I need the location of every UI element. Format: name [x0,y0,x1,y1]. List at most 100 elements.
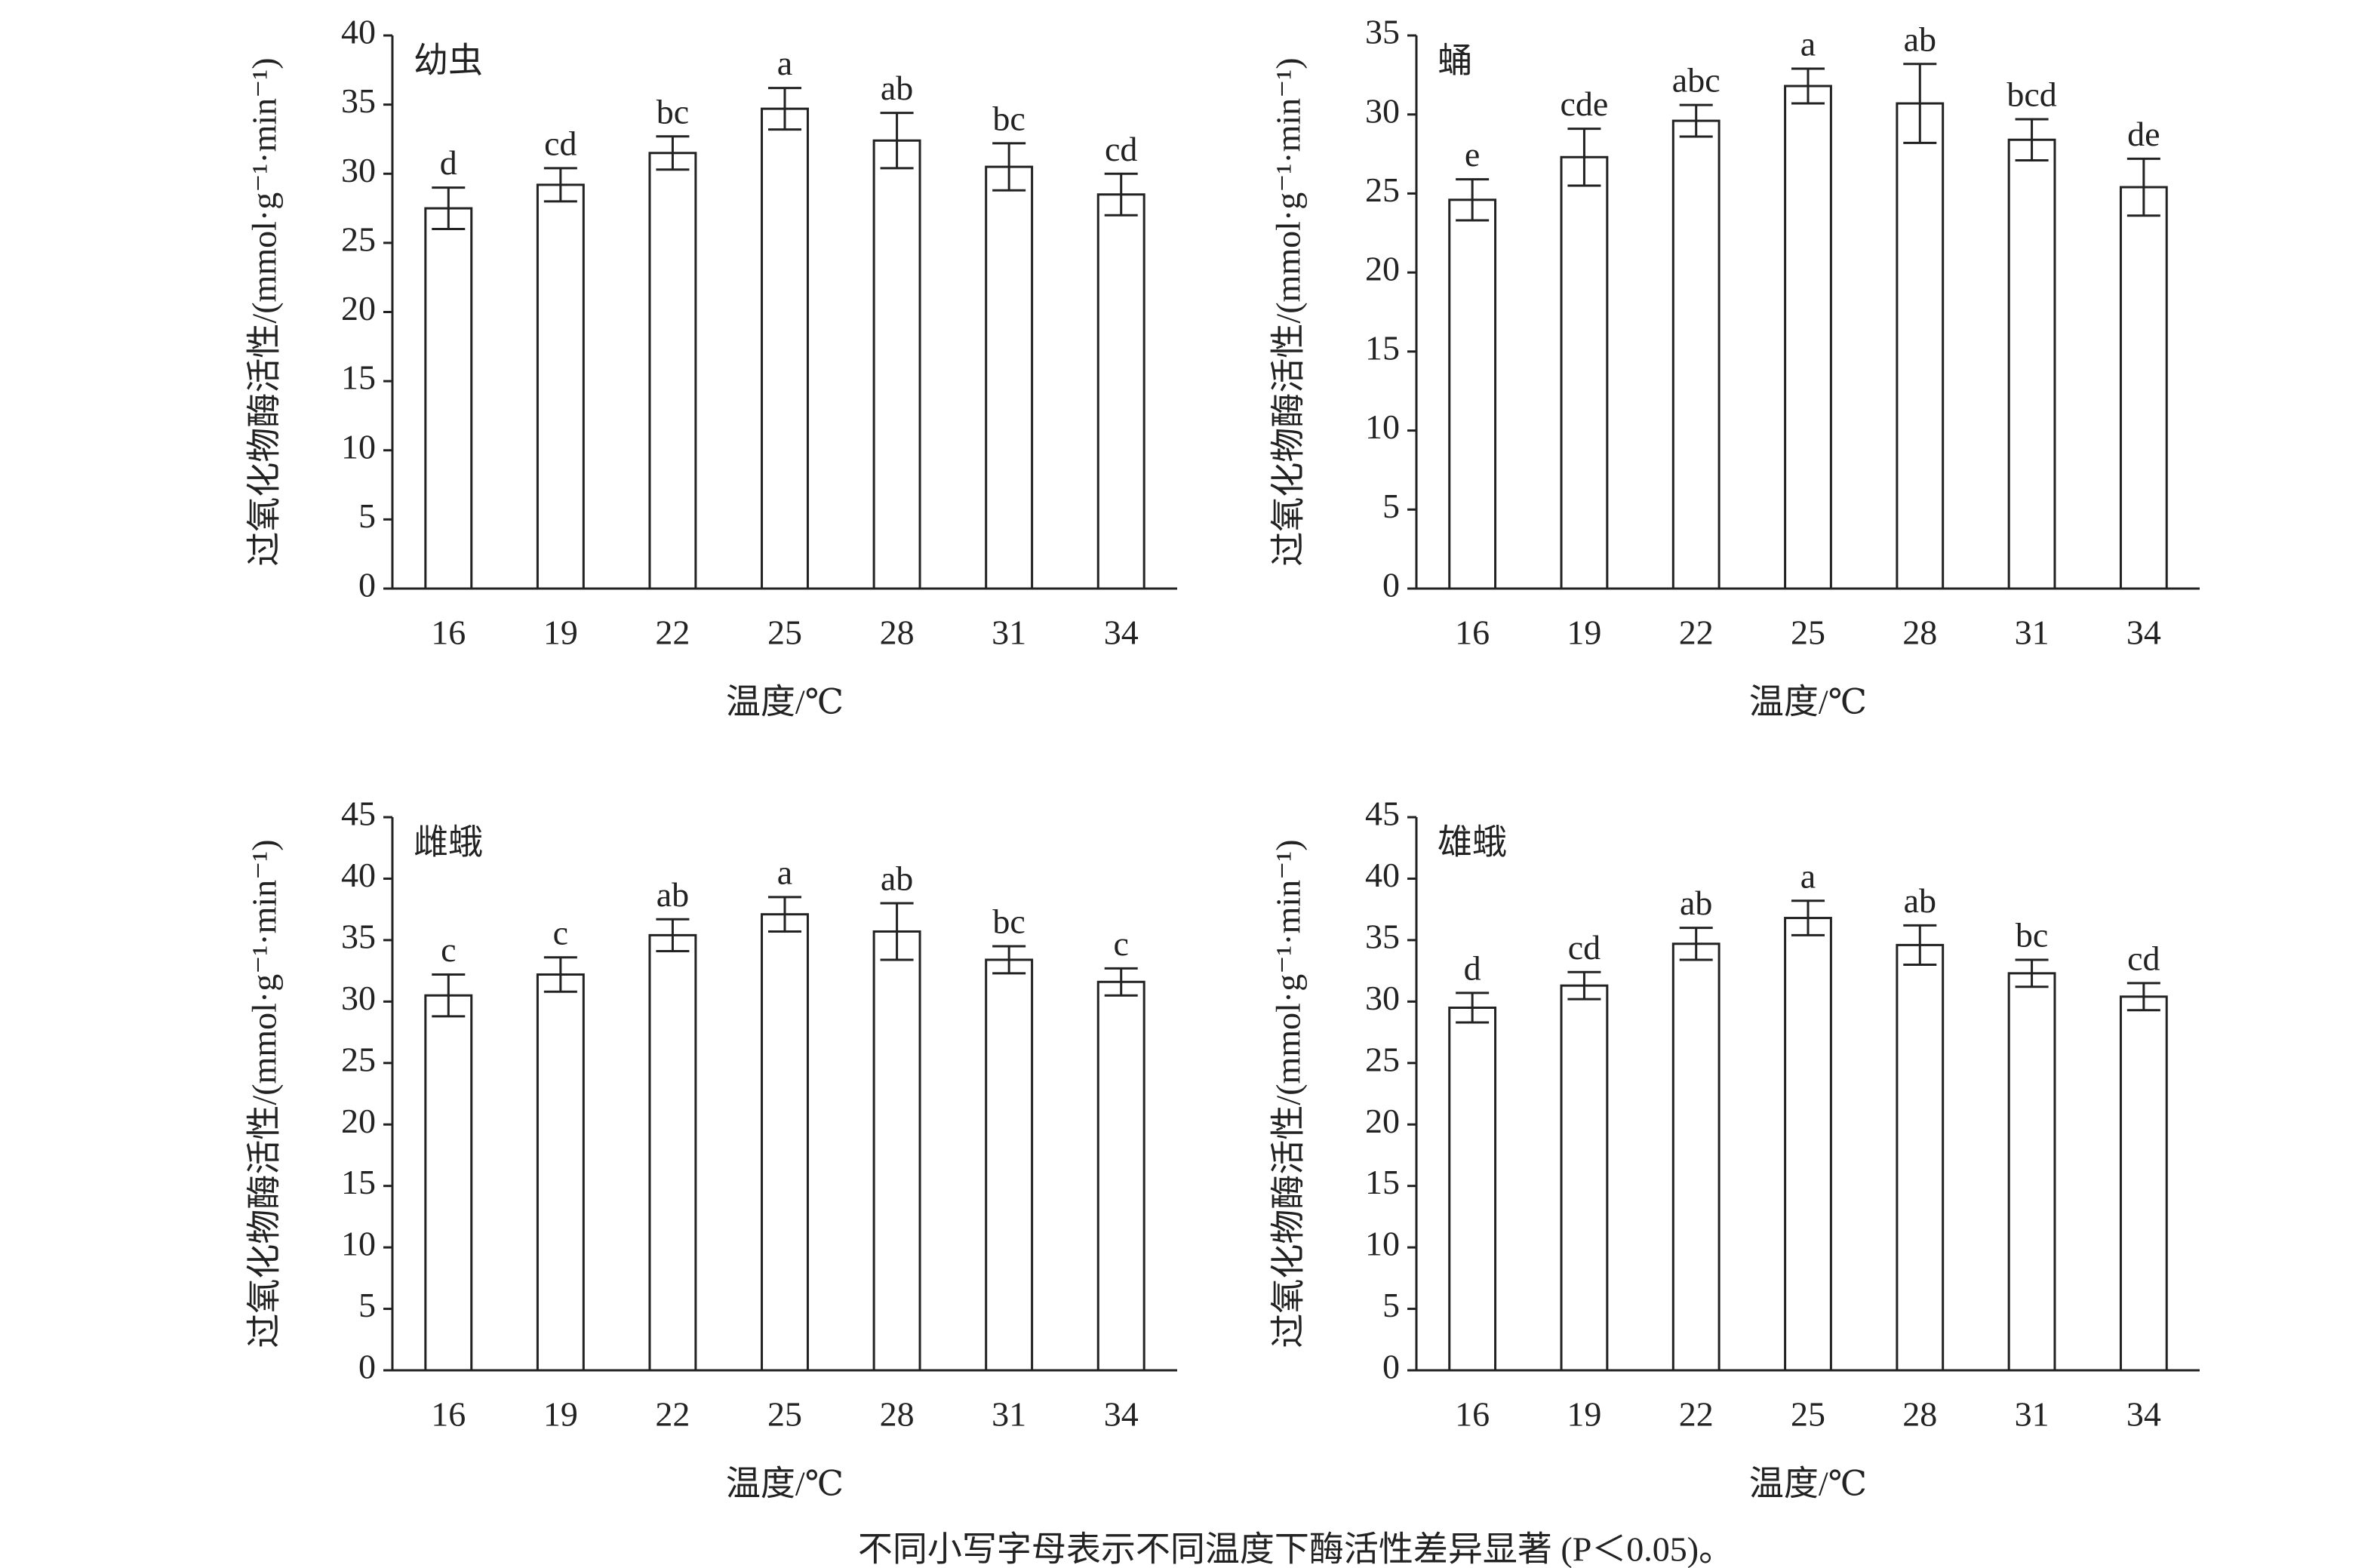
significance-letter: cde [1561,85,1609,123]
significance-letter: ab [881,69,913,107]
y-tick-label: 20 [1365,1102,1400,1140]
x-tick-label: 16 [1455,613,1490,652]
panel-label: 蛹 [1438,42,1472,80]
y-tick-label: 35 [1365,917,1400,955]
significance-letter: ab [1680,884,1712,922]
bar [761,107,809,590]
significance-letter: cd [544,124,577,162]
significance-letter: cd [1568,928,1601,967]
x-tick-label: 31 [992,613,1026,652]
significance-letter: a [777,853,792,891]
error-bar [880,112,914,170]
significance-letter: a [1800,25,1816,63]
y-tick-label: 15 [341,358,376,397]
bar [1896,943,1945,1372]
bar [1560,984,1609,1372]
significance-letter: abc [1672,61,1720,100]
x-tick-label: 22 [1679,1395,1714,1434]
error-bar [2015,958,2049,988]
x-tick-label: 19 [543,613,578,652]
x-tick-label: 28 [1902,613,1937,652]
x-tick-label: 19 [543,1395,578,1434]
significance-letter: a [777,44,792,82]
x-tick-label: 28 [880,1395,915,1434]
error-bar [543,956,577,993]
x-axis-label: 温度/℃ [1749,1465,1867,1503]
bar [2007,138,2056,590]
panel-label: 幼虫 [414,42,483,80]
y-tick-label: 30 [1365,979,1400,1017]
significance-letter: c [1114,924,1129,963]
bar [872,930,921,1372]
y-tick-label: 5 [1382,1286,1400,1324]
y-tick-label: 5 [358,1286,376,1324]
x-tick-label: 31 [992,1395,1026,1434]
bar [1096,193,1145,590]
bar [1784,85,1832,590]
y-tick-label: 25 [341,220,376,258]
y-tick-label: 35 [1365,13,1400,51]
panel-label: 雄蛾 [1438,823,1507,862]
error-bar [768,87,801,131]
error-bar [1567,970,1601,1001]
y-axis-label: 过氧化物酶活性/(mmol·g⁻¹·min⁻¹) [245,57,284,566]
bar [648,152,697,590]
bar [1560,155,1609,590]
y-axis-label: 过氧化物酶活性/(mmol·g⁻¹·min⁻¹) [1269,57,1308,566]
y-tick-label: 25 [341,1040,376,1078]
x-tick-label: 22 [655,613,690,652]
significance-letter: ab [1904,20,1936,58]
bar [985,958,1034,1372]
error-bar [432,973,466,1018]
y-tick-label: 25 [1365,171,1400,209]
bar [872,139,921,590]
x-axis-label: 温度/℃ [726,1465,844,1503]
bar [2007,972,2056,1372]
significance-letter: cd [2127,939,2160,977]
y-axis-label: 过氧化物酶活性/(mmol·g⁻¹·min⁻¹) [245,839,284,1348]
significance-letter: bc [992,99,1025,137]
x-axis-label: 温度/℃ [1749,683,1867,721]
y-tick-label: 35 [341,917,376,955]
x-tick-label: 28 [1902,1395,1937,1434]
y-tick-label: 20 [341,1102,376,1140]
y-tick-label: 30 [341,979,376,1017]
y-tick-label: 45 [1365,795,1400,833]
y-tick-label: 40 [1365,856,1400,894]
bar [424,207,473,590]
y-tick-label: 45 [341,795,376,833]
error-bar [1679,103,1713,138]
x-tick-label: 16 [431,1395,466,1434]
bar [1896,102,1945,590]
y-tick-label: 10 [341,427,376,466]
caption: 不同小写字母表示不同温度下酶活性差异显著 (P＜0.05)。 [858,1530,1733,1568]
significance-letter: cd [1105,130,1137,168]
bar [1448,1006,1497,1372]
bar [761,913,809,1372]
x-tick-label: 25 [767,613,802,652]
x-tick-label: 22 [1679,613,1714,652]
y-tick-label: 25 [1365,1040,1400,1078]
x-tick-label: 25 [767,1395,802,1434]
error-bar [1903,63,1937,144]
error-bar [768,896,801,933]
error-bar [543,167,577,203]
error-bar [992,945,1026,975]
y-tick-label: 20 [1365,250,1400,288]
significance-letter: c [441,930,456,969]
bar [648,933,697,1372]
significance-letter: de [2127,115,2160,153]
bar [2119,995,2168,1372]
error-bar [656,918,690,953]
x-tick-label: 34 [2126,613,2161,652]
bar [536,973,585,1372]
y-tick-label: 20 [341,289,376,327]
error-bar [432,186,466,231]
y-tick-label: 30 [341,151,376,189]
x-axis-label: 温度/℃ [726,683,844,721]
y-tick-label: 40 [341,13,376,51]
bar [1096,980,1145,1372]
x-tick-label: 25 [1791,1395,1825,1434]
x-tick-label: 16 [431,613,466,652]
